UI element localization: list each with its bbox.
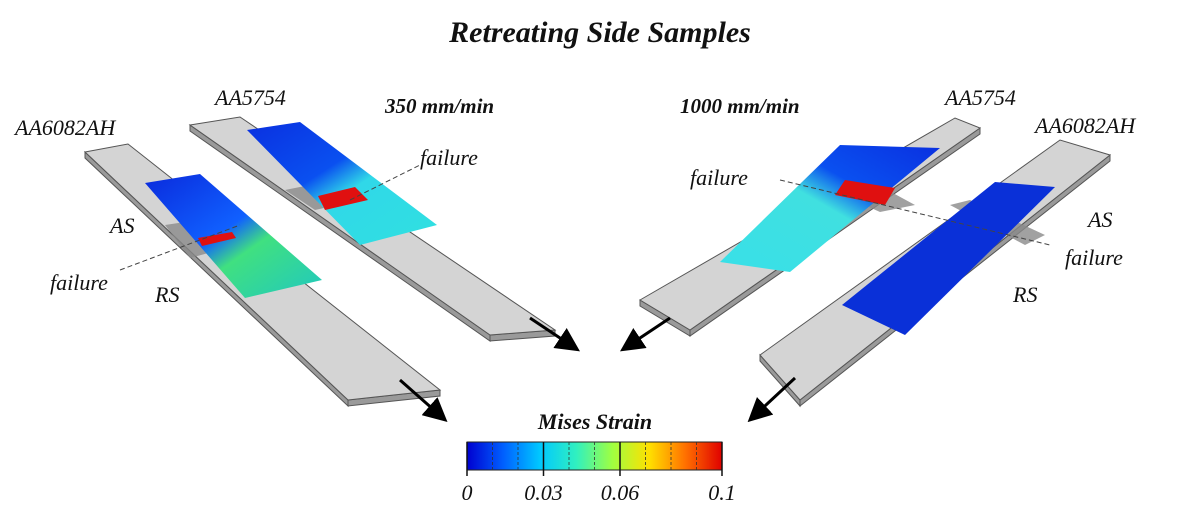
sample-label: AA6082AH (13, 115, 116, 140)
failure-label: failure (690, 165, 748, 190)
side-label: AS (1086, 207, 1112, 232)
arrow (752, 378, 795, 418)
failure-label: failure (1065, 245, 1123, 270)
side-label: RS (154, 282, 179, 307)
colorbar-tick-label: 0 (462, 480, 473, 505)
colorbar-tick-label: 0.03 (524, 480, 563, 505)
left-samples (85, 117, 555, 406)
colorbar-tick-label: 0.1 (708, 480, 736, 505)
speed-label: 1000 mm/min (680, 94, 800, 118)
speed-label: 350 mm/min (384, 94, 494, 118)
arrow (625, 318, 670, 348)
sample-label: AA6082AH (1033, 113, 1136, 138)
failure-label: failure (50, 270, 108, 295)
side-label: AS (108, 213, 134, 238)
title: Retreating Side Samples (448, 16, 751, 49)
failure-label: failure (420, 145, 478, 170)
colorbar-title: Mises Strain (537, 409, 652, 434)
colorbar-tick-label: 0.06 (601, 480, 640, 505)
right-samples (640, 118, 1110, 406)
colorbar (467, 442, 722, 470)
sample-label: AA5754 (213, 85, 286, 110)
side-label: RS (1012, 282, 1037, 307)
sample-label: AA5754 (943, 85, 1016, 110)
figure: Retreating Side Samples AA6082AH (0, 0, 1197, 509)
